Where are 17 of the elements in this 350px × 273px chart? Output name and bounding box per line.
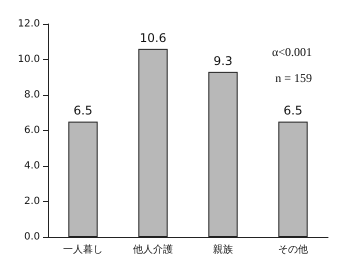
y-tick-label: 12.0	[18, 18, 40, 30]
y-tick-label: 8.0	[24, 90, 40, 100]
x-tick-label: 一人暮し	[63, 244, 103, 256]
annotation: n = 159	[275, 71, 312, 85]
y-tick-label: 4.0	[24, 160, 40, 172]
x-tick-label: 他人介護	[133, 244, 173, 256]
y-tick-label: 0.0	[24, 232, 40, 242]
y-tick-label: 6.0	[24, 125, 40, 136]
y-tick-label: 10.0	[18, 54, 40, 65]
x-tick-label: その他	[278, 244, 308, 256]
data-label: 10.6	[140, 30, 166, 45]
x-tick-label: 親族	[213, 244, 233, 256]
y-tick-label: 2.0	[24, 196, 40, 207]
data-label: 6.5	[283, 104, 303, 118]
annotation: α<0.001	[272, 45, 312, 59]
data-label: 9.3	[213, 54, 233, 68]
data-label: 6.5	[73, 104, 93, 118]
